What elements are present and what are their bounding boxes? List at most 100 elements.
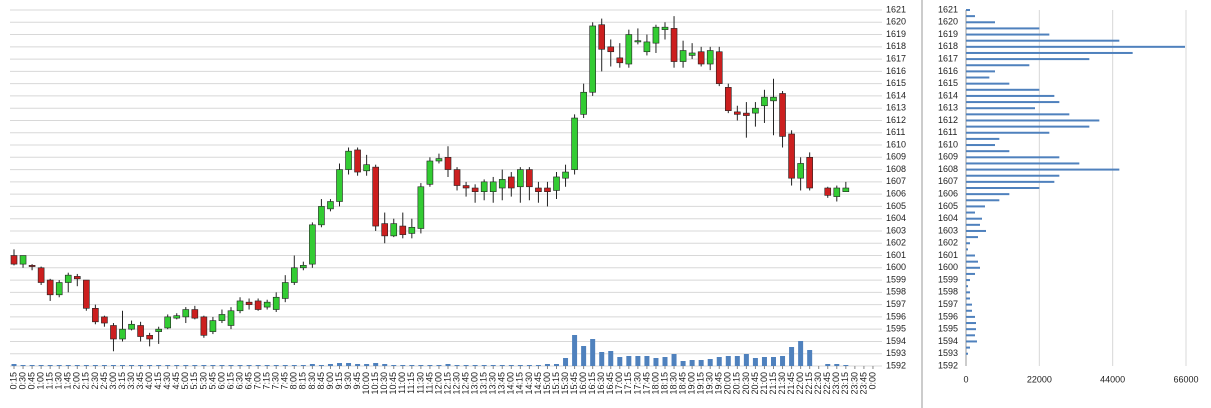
candle-body <box>218 314 226 321</box>
volume-bar <box>626 356 632 366</box>
volume-bar <box>264 365 270 366</box>
volume-bar <box>192 365 198 366</box>
volume-bar <box>761 357 767 366</box>
x-tick-label: 16:30 <box>596 372 606 395</box>
volume-bar <box>743 354 749 366</box>
x-tick-label: 22000 <box>1027 374 1052 384</box>
candle-body <box>191 309 199 319</box>
profile-bar <box>966 58 1090 61</box>
x-tick-label: 0:15 <box>8 372 18 390</box>
candle-body <box>426 160 434 185</box>
x-tick-label: 11:00 <box>397 372 407 394</box>
candle-body <box>55 282 63 296</box>
profile-bar <box>966 144 995 147</box>
profile-bar <box>966 291 970 294</box>
volume-bar <box>680 361 686 366</box>
y-tick-label: 1601 <box>886 250 906 260</box>
candle-body <box>779 93 786 137</box>
profile-bar <box>966 70 995 73</box>
candle-body <box>462 185 470 189</box>
volume-bar <box>608 351 614 366</box>
profile-bar <box>966 285 968 288</box>
x-tick-label: 5:30 <box>198 372 208 390</box>
profile-bar <box>966 266 980 269</box>
volume-bar <box>83 365 89 366</box>
candle-body <box>697 51 705 65</box>
x-tick-label: 18:45 <box>677 372 687 395</box>
volume-bar <box>110 365 116 366</box>
candle-body <box>345 150 352 170</box>
volume-bar <box>436 365 442 366</box>
x-tick-label: 12:15 <box>442 372 452 395</box>
x-tick-label: 13:15 <box>479 372 489 395</box>
volume-bar <box>74 365 80 366</box>
volume-bar <box>508 365 514 366</box>
volume-bar <box>644 356 650 366</box>
x-tick-label: 18:30 <box>668 372 678 395</box>
candle-body <box>19 255 27 265</box>
volume-bar <box>318 365 324 366</box>
x-tick-label: 23:30 <box>849 372 859 395</box>
candle-body <box>679 50 687 62</box>
x-tick-label: 4:30 <box>162 372 172 390</box>
x-tick-label: 3:30 <box>126 372 136 390</box>
profile-bar <box>966 9 970 11</box>
candle-body <box>489 181 497 192</box>
volume-bar <box>590 339 596 366</box>
volume-bar <box>671 354 677 366</box>
profile-bar <box>966 236 978 239</box>
profile-bar <box>966 64 1030 67</box>
volume-bar <box>635 356 641 366</box>
profile-bar <box>966 101 1060 104</box>
y-tick-label: 1610 <box>938 139 958 149</box>
candle-body <box>571 117 578 170</box>
candle-body <box>155 328 162 332</box>
x-tick-label: 20:45 <box>750 372 760 395</box>
y-tick-label: 1600 <box>938 262 958 272</box>
x-tick-label: 13:30 <box>488 372 498 395</box>
candle-body <box>498 179 506 189</box>
x-tick-label: 3:00 <box>108 372 118 390</box>
volume-bar <box>327 364 333 366</box>
y-tick-label: 1595 <box>886 324 906 334</box>
x-tick-label: 5:00 <box>180 372 190 390</box>
candle-body <box>806 157 813 189</box>
volume-bar <box>174 365 180 366</box>
y-tick-label: 1609 <box>938 152 958 162</box>
y-tick-label: 1593 <box>886 348 906 358</box>
volume-bar <box>499 365 505 366</box>
profile-bar <box>966 21 995 24</box>
y-tick-label: 1620 <box>886 17 906 27</box>
candle-body <box>64 274 72 283</box>
y-tick-label: 1621 <box>938 4 958 14</box>
x-tick-label: 15:30 <box>560 372 570 395</box>
volume-bar <box>246 365 252 366</box>
x-tick-label: 14:00 <box>506 372 516 395</box>
candle-body <box>309 224 316 265</box>
y-tick-label: 1599 <box>886 274 906 284</box>
candle-body <box>544 187 551 192</box>
profile-bar <box>966 88 1040 91</box>
volume-bar <box>129 365 135 366</box>
x-tick-label: 7:15 <box>262 372 272 390</box>
profile-bar <box>966 168 1120 171</box>
x-tick-label: 1:15 <box>45 372 55 390</box>
volume-bar <box>780 356 786 366</box>
x-tick-label: 20:15 <box>732 372 742 395</box>
profile-bar <box>966 137 1000 140</box>
x-tick-label: 12:45 <box>460 372 470 395</box>
volume-bar <box>228 365 234 366</box>
volume-bar <box>445 364 451 366</box>
volume-bar <box>535 365 541 366</box>
x-tick-label: 4:45 <box>171 372 181 390</box>
volume-bar <box>734 356 740 366</box>
candle-body <box>73 276 81 280</box>
profile-bar <box>966 107 1035 110</box>
profile-bar <box>966 352 968 355</box>
x-tick-label: 17:45 <box>641 372 651 395</box>
candle-body <box>245 301 253 305</box>
candle-body <box>101 316 108 324</box>
y-tick-label: 1611 <box>938 127 957 137</box>
y-tick-label: 1606 <box>886 189 906 199</box>
candle-body <box>290 267 298 283</box>
